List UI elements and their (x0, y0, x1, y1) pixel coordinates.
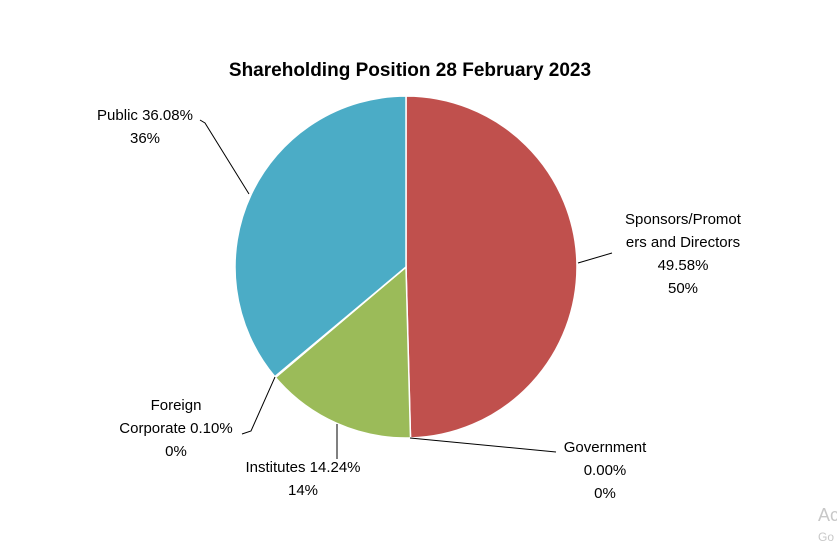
data-label-line: 50% (668, 280, 698, 297)
data-label-government: Government 0.00% 0% (564, 439, 647, 502)
leader-lines (199, 119, 613, 459)
leader-line-public (199, 119, 250, 195)
chart-title: Shareholding Position 28 February 2023 (229, 60, 591, 81)
data-label-line: 49.58% (658, 257, 709, 274)
data-label-line: Foreign (151, 397, 202, 414)
leader-line-sponsors-promoters-and-directors (577, 252, 613, 264)
data-label-line: ers and Directors (626, 234, 740, 251)
data-label-line: Corporate 0.10% (119, 420, 232, 437)
leader-line-government (409, 437, 557, 453)
pie-slice-institutes (274, 265, 412, 439)
data-label-line: 0% (594, 485, 616, 502)
data-label-institutes: Institutes 14.24% 14% (245, 459, 360, 499)
data-label-line: Institutes 14.24% (245, 459, 360, 476)
data-label-line: Public 36.08% (97, 107, 193, 124)
data-label-line: 14% (288, 482, 318, 499)
data-label-line: 0.00% (584, 462, 627, 479)
data-label-line: 0% (165, 443, 187, 460)
watermark-line-2: Go (818, 530, 834, 544)
data-label-line: Sponsors/Promot (625, 211, 742, 228)
data-labels: Sponsors/Promot ers and Directors 49.58% 50… (97, 107, 742, 502)
data-label-foreign-corporate: Foreign Corporate 0.10% 0% (119, 397, 232, 460)
pie-slice-sponsors-promoters-and-directors (405, 95, 578, 439)
data-label-line: 36% (130, 130, 160, 147)
pie-slice-public (234, 95, 407, 378)
leader-line-foreign-corporate (241, 376, 276, 435)
watermark-line-1: Ac (818, 505, 837, 525)
data-label-sponsors-promoters-and-directors: Sponsors/Promot ers and Directors 49.58% 50… (625, 211, 742, 297)
pie-slices (234, 95, 578, 439)
data-label-public: Public 36.08% 36% (97, 107, 193, 147)
data-label-line: Government (564, 439, 647, 456)
